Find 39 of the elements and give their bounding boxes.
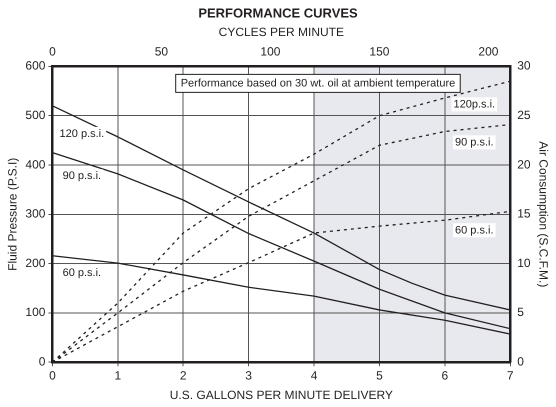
x-tick-label: 6 <box>442 368 449 383</box>
x-tick-label: 2 <box>180 368 187 383</box>
series-label: 60 p.s.i. <box>455 224 494 236</box>
x-tick-label: 4 <box>310 368 318 383</box>
y2-tick-label: 25 <box>517 108 531 122</box>
y-tick-label: 400 <box>25 157 46 172</box>
x2-tick-label: 100 <box>260 44 281 59</box>
x2-tick-label: 200 <box>478 44 499 59</box>
y-tick-label: 500 <box>25 108 46 122</box>
y2-tick-label: 15 <box>517 206 531 221</box>
x2-tick-label: 150 <box>369 44 390 59</box>
y2-tick-label: 0 <box>517 354 524 369</box>
series-label: 120p.s.i. <box>453 98 496 110</box>
y-tick-label: 300 <box>25 206 46 221</box>
series-label: 90 p.s.i. <box>455 136 494 148</box>
y2-axis-title: Air Consumption (S.C.F.M.) <box>536 141 550 288</box>
x-tick-label: 7 <box>506 368 514 383</box>
series-label: 90 p.s.i. <box>62 170 102 182</box>
x2-tick-label: 50 <box>154 44 168 59</box>
y2-tick-label: 20 <box>517 157 531 172</box>
x2-tick-label: 0 <box>49 44 56 59</box>
y2-tick-label: 10 <box>517 256 531 270</box>
series-label: 120 p.s.i. <box>60 128 104 140</box>
x-tick-label: 3 <box>245 368 252 383</box>
annotation: Performance based on 30 wt. oil at ambient temperature <box>180 77 456 90</box>
y2-tick-label: 5 <box>517 305 524 320</box>
chart-title: PERFORMANCE CURVES <box>198 5 358 20</box>
x-tick-label: 0 <box>49 368 56 383</box>
x-tick-label: 5 <box>376 368 384 383</box>
y2-tick-label: 30 <box>517 58 531 73</box>
x-axis-title: U.S. GALLONS PER MINUTE DELIVERY <box>170 388 393 402</box>
y-tick-label: 0 <box>38 354 46 369</box>
series-label: 60 p.s.i. <box>62 267 102 280</box>
y-tick-label: 600 <box>25 58 46 73</box>
y-tick-label: 100 <box>25 305 46 320</box>
y-tick-label: 200 <box>25 256 46 270</box>
x-tick-label: 1 <box>114 368 122 383</box>
x2-axis-title: CYCLES PER MINUTE <box>218 25 344 40</box>
y-axis-title: Fluid Pressure (P.S.I) <box>6 158 20 271</box>
